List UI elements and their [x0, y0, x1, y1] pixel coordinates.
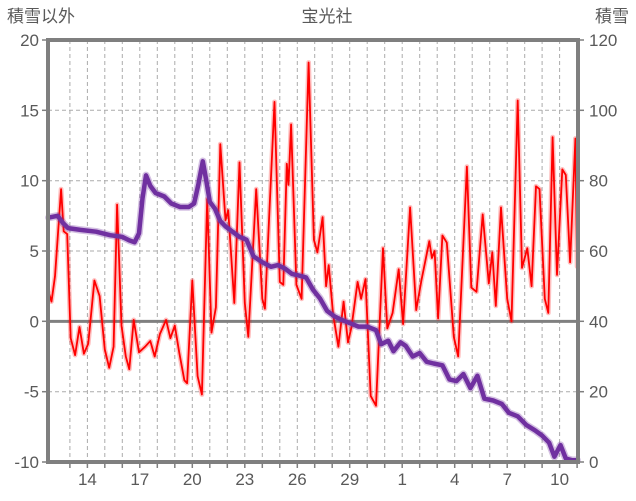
x-axis-tick-label: 7	[502, 470, 511, 489]
y-right-tick-label: 100	[589, 101, 617, 120]
purple-snow-depth-series	[46, 159, 580, 463]
y-left-tick-label: 15	[20, 101, 39, 120]
y-right-tick-label: 0	[589, 453, 598, 472]
x-axis-tick-label: 26	[288, 470, 307, 489]
right-axis-title: 積雪	[595, 7, 629, 26]
x-axis-tick-label: 20	[183, 470, 202, 489]
y-right-tick-label: 80	[589, 172, 608, 191]
red-left-axis-series	[48, 61, 578, 407]
y-left-tick-label: 0	[30, 312, 39, 331]
x-axis-tick-label: 4	[450, 470, 459, 489]
x-axis-tick-label: 17	[130, 470, 149, 489]
plot-frame	[46, 38, 580, 464]
y-right-tick-label: 120	[589, 31, 617, 50]
left-axis-title: 積雪以外	[7, 7, 75, 26]
x-axis-tick-label: 14	[78, 470, 97, 489]
y-left-tick-label: -5	[24, 383, 39, 402]
y-left-tick-label: 5	[30, 242, 39, 261]
x-axis-tick-label: 23	[235, 470, 254, 489]
y-right-tick-label: 40	[589, 312, 608, 331]
x-axis-tick-label: 29	[340, 470, 359, 489]
chart-title: 宝光社	[301, 7, 353, 26]
y-left-tick-label: 10	[20, 172, 39, 191]
x-axis-tick-label: 10	[550, 470, 569, 489]
y-right-tick-label: 20	[589, 383, 608, 402]
y-left-tick-label: -10	[14, 453, 39, 472]
y-right-tick-label: 60	[589, 242, 608, 261]
y-left-tick-label: 20	[20, 31, 39, 50]
x-axis-tick-label: 1	[397, 470, 406, 489]
